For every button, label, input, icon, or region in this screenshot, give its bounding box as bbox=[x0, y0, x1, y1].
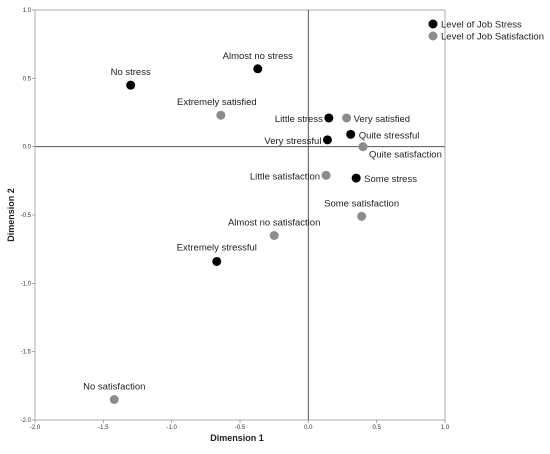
y-tick-label: 1.0 bbox=[23, 8, 32, 14]
legend-marker bbox=[428, 19, 438, 29]
y-tick-label: 0.0 bbox=[23, 145, 32, 151]
satisfaction-point bbox=[357, 211, 367, 221]
point-label: Almost no stress bbox=[223, 51, 293, 62]
x-tick-label: -1.0 bbox=[166, 425, 177, 431]
stress-point bbox=[253, 64, 263, 74]
stress-point bbox=[324, 113, 334, 123]
legend-entry: Level of Job Satisfaction bbox=[441, 32, 544, 43]
stress-point bbox=[351, 173, 361, 183]
stress-point bbox=[212, 256, 222, 266]
y-tick-label: 0.5 bbox=[23, 76, 32, 82]
axis-ticks: -2.0 -1.5 -1.0 -0.5 0.0 0.5 1.0 1.0 0.5 0.0 -0.5 -1… bbox=[21, 8, 450, 431]
point-label: Little satisfaction bbox=[250, 171, 320, 182]
point-label: Some stress bbox=[364, 174, 417, 185]
point-label: Almost no satisfaction bbox=[228, 218, 320, 229]
point-label: Extremely stressful bbox=[177, 242, 257, 253]
point-label: Very stressful bbox=[264, 136, 321, 147]
stress-point bbox=[322, 135, 332, 145]
x-tick-label: -0.5 bbox=[235, 425, 246, 431]
stress-point bbox=[126, 80, 136, 90]
x-tick-label: 0.5 bbox=[372, 425, 381, 431]
x-tick-label: 0.0 bbox=[304, 425, 313, 431]
satisfaction-point bbox=[216, 110, 226, 120]
data-points: No stress Almost no stress Little stress Qu… bbox=[83, 51, 442, 404]
satisfaction-point bbox=[109, 395, 119, 404]
point-label: No stress bbox=[111, 67, 151, 78]
x-axis-title: Dimension 1 bbox=[210, 433, 264, 443]
plot-border bbox=[34, 9, 446, 421]
point-label: Some satisfaction bbox=[324, 198, 399, 209]
y-tick-label: -2.0 bbox=[21, 418, 32, 424]
point-label: Quite stressful bbox=[359, 130, 420, 141]
satisfaction-point bbox=[358, 142, 368, 152]
x-tick-label: 1.0 bbox=[441, 425, 450, 431]
y-tick-label: -1.5 bbox=[21, 350, 32, 356]
y-axis-title: Dimension 2 bbox=[6, 188, 16, 242]
point-label: Extremely satisfied bbox=[177, 97, 257, 108]
plot-frame bbox=[34, 9, 446, 421]
satisfaction-point bbox=[321, 170, 331, 180]
legend-entry: Level of Job Stress bbox=[441, 20, 522, 31]
stress-point bbox=[346, 129, 356, 139]
y-tick-label: -1.0 bbox=[21, 281, 32, 287]
legend-marker bbox=[428, 31, 438, 41]
y-tick-label: -0.5 bbox=[21, 213, 32, 219]
point-label: Little stress bbox=[275, 114, 323, 125]
point-label: Very satisfied bbox=[354, 114, 411, 125]
satisfaction-point bbox=[269, 231, 279, 240]
x-tick-label: -2.0 bbox=[30, 425, 41, 431]
x-tick-label: -1.5 bbox=[98, 425, 109, 431]
point-label: No satisfaction bbox=[83, 382, 145, 393]
point-label: Quite satisfaction bbox=[369, 150, 442, 161]
satisfaction-point bbox=[342, 113, 352, 123]
